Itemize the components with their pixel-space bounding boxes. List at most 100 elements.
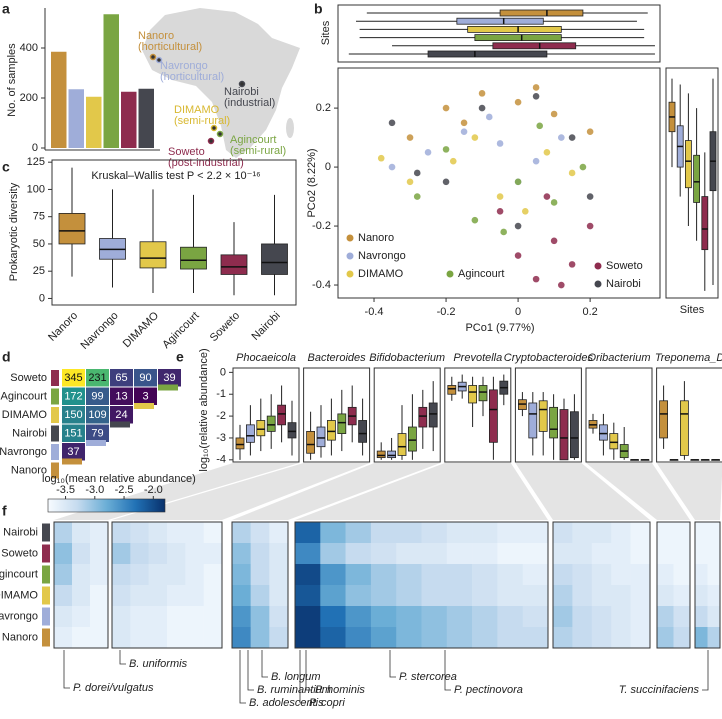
box xyxy=(685,140,692,189)
cell xyxy=(148,543,168,565)
cell xyxy=(630,606,651,628)
cell xyxy=(630,627,651,649)
cell xyxy=(673,585,691,607)
legend-marker xyxy=(446,270,454,278)
facet-title: Cryptobacteroides xyxy=(504,352,594,364)
cell xyxy=(421,522,448,544)
legend-marker xyxy=(346,252,354,260)
plot-frame xyxy=(337,67,661,299)
cell xyxy=(591,606,612,628)
cell xyxy=(673,543,691,565)
x-tick-label: Soweto xyxy=(208,310,242,344)
cell xyxy=(130,543,149,565)
cell xyxy=(250,564,270,586)
cell xyxy=(320,585,346,607)
cell xyxy=(148,564,168,586)
facet-title: Phocaeicola xyxy=(236,352,296,364)
map-label-note: (horticultural) xyxy=(160,71,224,83)
right-margin-frame xyxy=(665,67,719,299)
cell xyxy=(250,543,270,565)
cell xyxy=(269,627,289,649)
block-frame xyxy=(231,521,289,649)
point xyxy=(496,140,504,147)
cell xyxy=(112,564,131,586)
box xyxy=(528,402,538,439)
cell xyxy=(110,369,133,387)
box xyxy=(559,409,569,461)
species-label: P. dorei/vulgatus xyxy=(73,682,154,694)
cell xyxy=(167,522,186,544)
cell xyxy=(130,606,149,628)
y-tick-label: -0.4 xyxy=(312,279,331,291)
cell xyxy=(695,543,708,565)
cell xyxy=(54,543,73,565)
cell xyxy=(707,543,721,565)
map-label: DIMAMO xyxy=(174,104,220,116)
cell xyxy=(250,585,270,607)
leader-line xyxy=(119,650,126,665)
point xyxy=(543,149,551,156)
cell xyxy=(62,369,85,387)
cell xyxy=(370,543,397,565)
box xyxy=(474,34,562,41)
row-label: Soweto xyxy=(10,372,47,384)
map-label: Agincourt xyxy=(230,134,276,146)
cell xyxy=(370,606,397,628)
y-axis-label: PCo2 (8.22%) xyxy=(306,148,318,217)
row-label: Soweto xyxy=(1,547,38,559)
point xyxy=(586,128,594,135)
cell xyxy=(370,585,397,607)
cell xyxy=(345,627,372,649)
cell xyxy=(54,522,73,544)
cell xyxy=(522,564,549,586)
cell xyxy=(421,627,448,649)
cell xyxy=(72,543,91,565)
box xyxy=(277,404,287,426)
cell xyxy=(62,387,85,405)
species-label: B. longum xyxy=(271,671,321,683)
column-key xyxy=(158,384,178,391)
leader-line xyxy=(305,650,312,691)
colorbar xyxy=(47,498,166,513)
cell xyxy=(657,606,674,628)
map-label: Nanoro xyxy=(138,30,174,42)
margin-label: Sites xyxy=(680,304,705,316)
point xyxy=(579,163,587,171)
cell xyxy=(72,606,91,628)
x-tick-label: Nairobi xyxy=(250,310,283,343)
box xyxy=(407,426,417,452)
row-swatch xyxy=(51,444,59,460)
cell xyxy=(112,522,131,544)
box xyxy=(287,422,297,439)
legend-marker xyxy=(346,234,354,242)
cell xyxy=(446,522,473,544)
cell xyxy=(54,585,73,607)
point xyxy=(496,193,504,200)
panel-letter: a xyxy=(2,1,10,17)
y-tick-label: 0 xyxy=(220,366,226,378)
cell xyxy=(673,564,691,586)
cell-label: 172 xyxy=(64,390,82,402)
cell xyxy=(472,585,498,607)
point xyxy=(514,178,522,186)
box xyxy=(266,415,276,432)
box xyxy=(447,385,457,395)
cell xyxy=(269,564,289,586)
cell xyxy=(320,627,346,649)
cell-label: 37 xyxy=(67,446,79,458)
point xyxy=(550,110,558,118)
y-tick-label: 0.2 xyxy=(316,102,331,114)
cell xyxy=(203,543,223,565)
cell xyxy=(269,522,289,544)
stat-annotation: Kruskal–Wallis test P < 2.2 × 10⁻¹⁶ xyxy=(91,170,260,182)
x-tick-label: -0.4 xyxy=(365,306,384,318)
row-swatch xyxy=(42,628,50,647)
cell xyxy=(497,585,523,607)
x-tick-label: Agincourt xyxy=(160,310,201,351)
cell xyxy=(167,627,186,649)
leader-line xyxy=(299,650,306,704)
facet-title: Prevotella xyxy=(453,352,502,364)
row-swatch xyxy=(42,607,50,626)
cell-label: 345 xyxy=(64,372,82,384)
